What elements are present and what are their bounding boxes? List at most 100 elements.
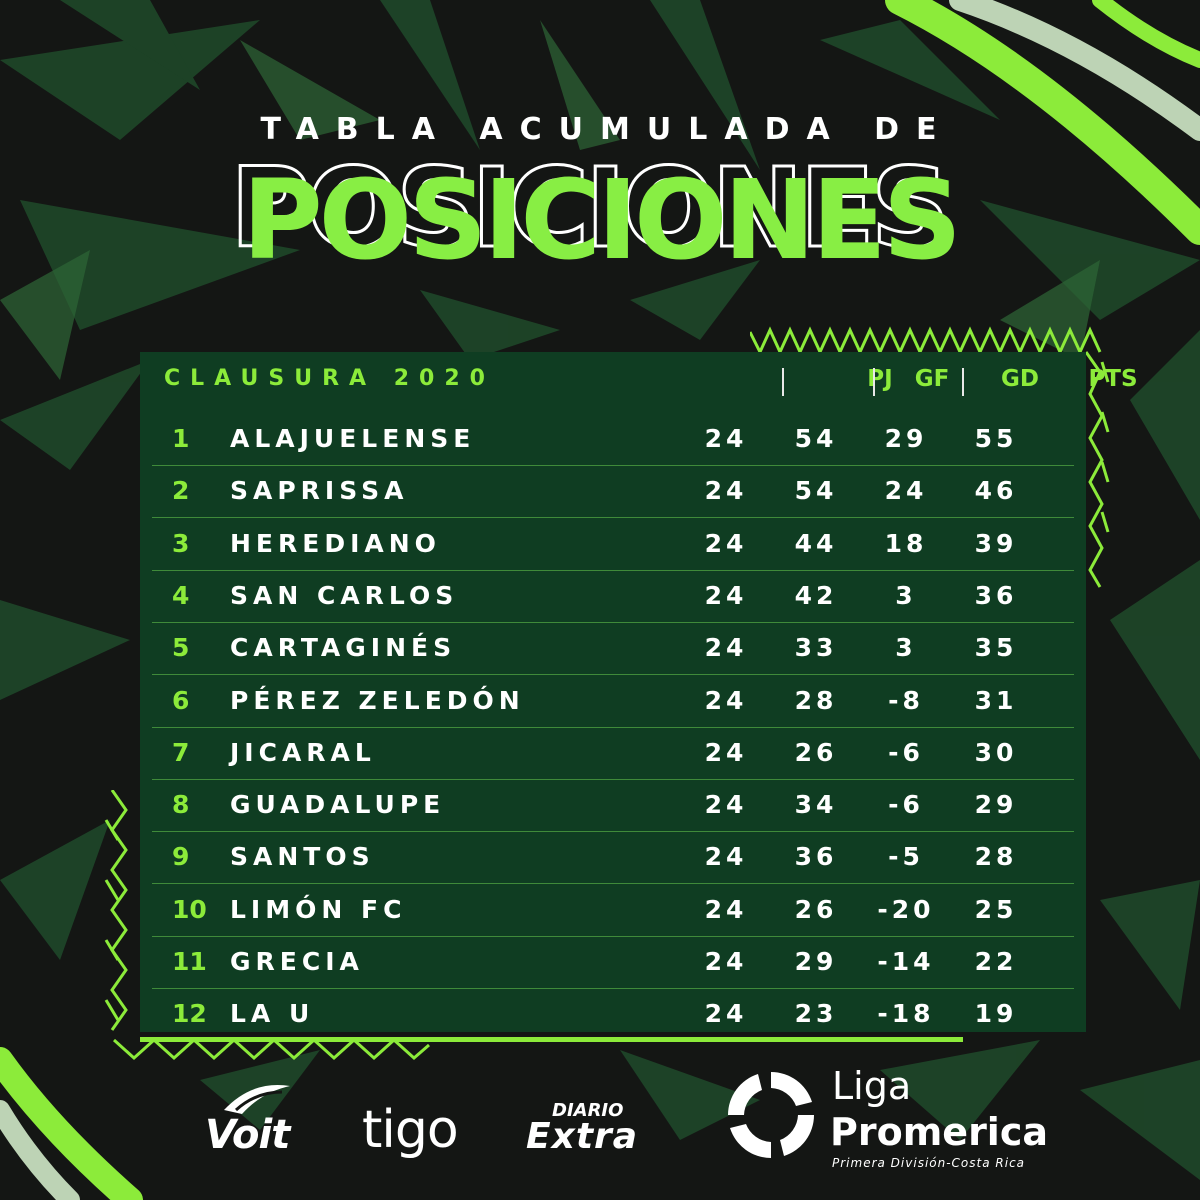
cell-gf: 36 [794, 842, 838, 872]
team-name: HEREDIANO [230, 528, 441, 558]
cell-gd: 29 [884, 424, 928, 453]
team-name: GRECIA [230, 947, 364, 976]
cell-pts: 36 [974, 580, 1018, 610]
cell-pts: 22 [974, 947, 1018, 976]
cell-pj: 24 [704, 894, 748, 924]
cell-gd: 3 [895, 580, 917, 610]
row-divider [152, 883, 1074, 885]
cell-pj: 24 [704, 999, 748, 1029]
voit-logo: Voit [205, 1112, 290, 1158]
standings-table: CLAUSURA 2020 PJ GF GD PTS 1 ALAJUELENSE 2… [140, 352, 1138, 1032]
table-row: 5 CARTAGINÉS 24 33 3 35 [152, 623, 1074, 676]
cell-pts: 28 [974, 842, 1018, 872]
header-title-group: POSICIONES POSICIONES [0, 143, 1200, 290]
cell-pts: 39 [974, 528, 1018, 558]
team-name: LA U [230, 999, 315, 1029]
team-name: SAPRISSA [230, 476, 409, 506]
cell-pts: 55 [974, 424, 1018, 453]
position-number: 5 [172, 633, 190, 663]
row-divider [152, 778, 1074, 780]
season-label: CLAUSURA 2020 [164, 366, 495, 391]
table-row: 1 ALAJUELENSE 24 54 29 55 [152, 414, 1074, 466]
team-name: JICARAL [230, 737, 376, 767]
cell-gf: 34 [794, 790, 838, 820]
cell-pj: 24 [704, 580, 748, 610]
row-divider [152, 988, 1074, 989]
table-row: 3 HEREDIANO 24 44 18 39 [152, 519, 1074, 571]
position-number: 2 [172, 476, 190, 506]
liga-logo-line1: Liga [832, 1064, 912, 1108]
position-number: 9 [172, 842, 190, 872]
table-row: 4 SAN CARLOS 24 42 3 36 [152, 571, 1074, 623]
diario-logo-top: DIARIO [552, 1100, 624, 1121]
team-name: GUADALUPE [230, 790, 446, 820]
position-number: 4 [172, 580, 190, 610]
position-number: 3 [172, 528, 190, 558]
cell-pj: 24 [704, 947, 748, 976]
header-subtitle: TABLA ACUMULADA DE [260, 112, 954, 147]
cell-gd: 3 [895, 633, 917, 663]
team-name: CARTAGINÉS [230, 633, 457, 663]
column-header-gd: GD [1001, 366, 1039, 392]
tigo-logo: tigo [362, 1100, 459, 1160]
cell-pts: 19 [974, 999, 1018, 1029]
table-row: 11 GRECIA 24 29 -14 22 [152, 937, 1074, 989]
cell-pj: 24 [704, 842, 748, 872]
cell-gd: -5 [888, 842, 924, 872]
table-row: 12 LA U 24 23 -18 19 [152, 989, 1074, 1041]
position-number: 6 [172, 685, 190, 715]
team-name: LIMÓN FC [230, 894, 407, 924]
column-header-pj: PJ [867, 366, 893, 392]
column-divider [782, 368, 784, 396]
cell-gd: 24 [884, 476, 928, 506]
cell-gf: 54 [794, 424, 838, 453]
cell-gd: -18 [877, 999, 935, 1029]
cell-gd: -6 [888, 737, 924, 767]
row-divider [152, 726, 1074, 728]
cell-gf: 23 [794, 999, 838, 1029]
row-divider [152, 517, 1074, 519]
liga-logo-line3: Primera División-Costa Rica [832, 1156, 1026, 1170]
cell-gd: -20 [877, 894, 935, 924]
row-divider [152, 935, 1074, 937]
position-number: 8 [172, 790, 190, 820]
cell-gf: 26 [794, 894, 838, 924]
column-divider [962, 368, 964, 396]
column-header-gf: GF [914, 366, 950, 392]
cell-pts: 35 [974, 633, 1018, 663]
table-header: CLAUSURA 2020 PJ GF GD PTS [140, 352, 1138, 408]
column-header-pts: PTS [1088, 366, 1138, 392]
cell-gf: 29 [794, 947, 838, 976]
cell-gf: 44 [794, 528, 838, 558]
cell-gd: -14 [877, 947, 935, 976]
cell-pj: 24 [704, 476, 748, 506]
liga-logo-line2: Promerica [830, 1110, 1048, 1154]
table-row: 2 SAPRISSA 24 54 24 46 [152, 466, 1074, 519]
cell-gd: 18 [884, 528, 928, 558]
table-row: 6 PÉREZ ZELEDÓN 24 28 -8 31 [152, 676, 1074, 728]
table-underline [140, 1037, 963, 1042]
table-row: 7 JICARAL 24 26 -6 30 [152, 728, 1074, 780]
cell-gd: -6 [888, 790, 924, 820]
team-name: ALAJUELENSE [230, 424, 476, 453]
team-name: SAN CARLOS [230, 580, 459, 610]
row-divider [152, 621, 1074, 623]
cell-gd: -8 [888, 685, 924, 715]
table-row: 9 SANTOS 24 36 -5 28 [152, 832, 1074, 885]
table-row: 10 LIMÓN FC 24 26 -20 25 [152, 885, 1074, 937]
position-number: 1 [172, 424, 190, 453]
voit-wing-icon [224, 1085, 290, 1114]
cell-pj: 24 [704, 528, 748, 558]
cell-pj: 24 [704, 424, 748, 453]
team-name: SANTOS [230, 842, 375, 872]
cell-gf: 33 [794, 633, 838, 663]
row-divider [152, 465, 1074, 466]
cell-pts: 25 [974, 894, 1018, 924]
header-title: POSICIONES [242, 156, 962, 284]
row-divider [152, 831, 1074, 833]
row-divider [152, 674, 1074, 676]
cell-pts: 29 [974, 790, 1018, 820]
position-number: 7 [172, 737, 190, 767]
cell-pj: 24 [704, 685, 748, 715]
